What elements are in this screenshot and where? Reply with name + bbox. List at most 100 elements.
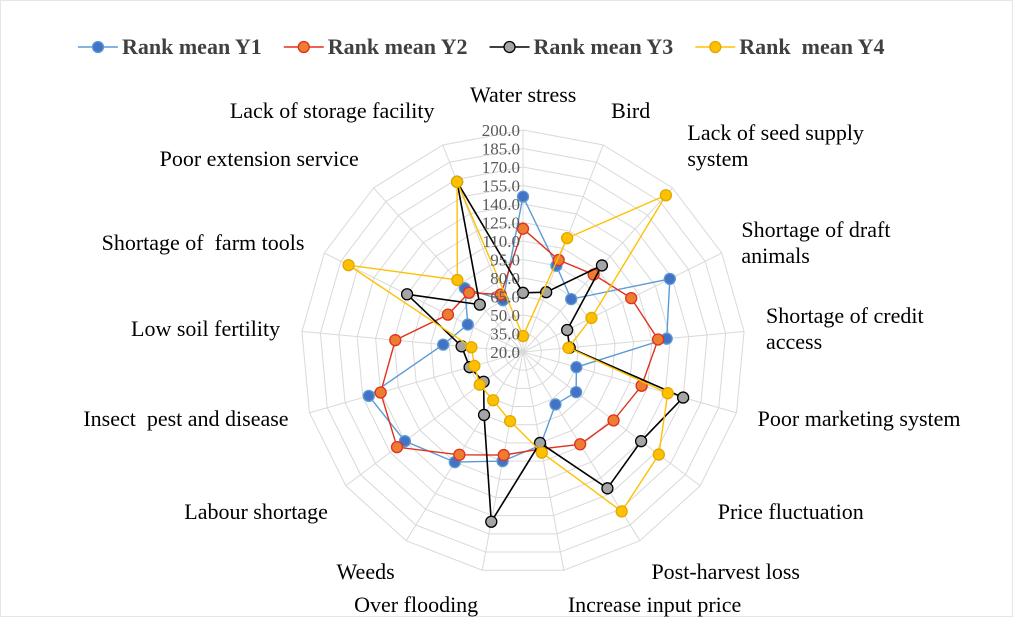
category-label: Bird — [611, 98, 651, 124]
grid-ring — [430, 258, 616, 444]
tick-label: 65.0 — [490, 288, 520, 307]
tick-label: 95.0 — [490, 251, 520, 270]
data-point — [362, 389, 375, 403]
data-point — [601, 482, 614, 495]
data-point — [634, 435, 648, 448]
category-label: Lack of storage facility — [229, 98, 435, 124]
spoke — [522, 331, 745, 353]
data-point — [453, 448, 466, 461]
category-label: Price fluctuation — [717, 499, 864, 525]
data-point — [374, 386, 387, 399]
data-point — [561, 323, 574, 337]
data-point — [342, 258, 355, 272]
legend-label: Rank mean Y3 — [534, 34, 674, 59]
data-point — [569, 385, 583, 399]
spoke — [309, 351, 524, 414]
data-point — [607, 414, 620, 427]
category-label: Weeds — [336, 559, 395, 585]
legend-label: Rank mean Y1 — [122, 34, 262, 59]
data-point — [400, 288, 414, 301]
data-point — [485, 515, 498, 528]
data-point — [468, 359, 481, 372]
spoke — [522, 252, 722, 353]
legend-label: Rank mean Y2 — [328, 34, 468, 59]
tick-label: 35.0 — [490, 325, 520, 344]
data-point — [497, 448, 510, 462]
spoke — [345, 351, 524, 487]
category-label: Insect pest and disease — [83, 405, 289, 431]
data-point — [516, 286, 530, 299]
grid-ring — [485, 314, 561, 389]
tick-label: 110.0 — [482, 232, 520, 251]
data-point — [462, 286, 476, 299]
data-point — [465, 341, 478, 354]
data-point — [437, 338, 450, 351]
data-point — [486, 394, 500, 407]
data-point — [450, 175, 464, 188]
category-label: Shortage of farm tools — [101, 230, 305, 256]
tick-label: 155.0 — [482, 177, 520, 196]
tick-label: 170.0 — [482, 158, 520, 177]
data-point — [651, 333, 665, 346]
data-point — [549, 398, 562, 411]
data-point — [441, 308, 455, 321]
spoke — [324, 252, 524, 353]
tick-label: 200.0 — [482, 121, 520, 140]
spoke — [522, 351, 565, 571]
data-point — [451, 273, 464, 287]
grid-ring — [375, 203, 671, 498]
spoke — [522, 187, 673, 353]
legend-marker — [503, 40, 516, 54]
tick-label: 20.0 — [490, 343, 520, 362]
data-point — [663, 272, 676, 286]
category-label: Lack of seed supply system — [687, 119, 864, 171]
legend-marker — [91, 40, 105, 54]
grid-ring — [393, 221, 653, 480]
legend: Rank mean Y1 Rank mean Y2 Rank mean Y3 Rank… — [78, 34, 885, 59]
data-point — [562, 341, 575, 354]
data-point — [595, 259, 609, 272]
grid-ring — [504, 332, 542, 371]
category-label: Post-harvest loss — [651, 559, 800, 585]
data-point — [389, 334, 402, 347]
tick-label: 125.0 — [482, 214, 520, 233]
tick-label: 185.0 — [482, 140, 520, 159]
category-label: Shortage of draft animals — [741, 217, 891, 269]
data-point — [473, 298, 486, 311]
data-point — [573, 438, 587, 451]
data-point — [661, 387, 674, 400]
category-label: Water stress — [470, 82, 577, 107]
series-line — [348, 181, 669, 513]
legend-marker — [297, 40, 310, 54]
category-label: Poor extension service — [159, 145, 359, 171]
data-point — [659, 189, 673, 202]
data-point — [570, 361, 583, 374]
data-point — [516, 222, 530, 235]
spoke — [301, 331, 524, 353]
tick-label: 140.0 — [482, 195, 520, 214]
category-label: Poor marketing system — [757, 405, 961, 431]
tick-label: 50.0 — [490, 306, 520, 325]
data-point — [461, 318, 474, 331]
data-point — [625, 291, 638, 305]
tick-label: 80.0 — [490, 269, 520, 288]
spoke — [522, 351, 737, 414]
grid-ring — [319, 147, 727, 553]
spoke — [405, 351, 524, 542]
data-point — [516, 329, 530, 343]
grid-ring — [301, 129, 745, 571]
legend-label: Rank mean Y4 — [739, 34, 884, 59]
grid-ring — [338, 166, 708, 535]
category-label: Increase input price — [567, 591, 742, 617]
category-label: Low soil fertility — [131, 316, 281, 342]
data-point — [516, 190, 530, 203]
category-label: Over flooding — [354, 591, 479, 617]
data-point — [390, 440, 404, 454]
data-point — [676, 391, 690, 404]
data-point — [652, 448, 665, 461]
data-point — [565, 292, 578, 306]
data-point — [503, 414, 517, 428]
legend-marker — [709, 40, 722, 54]
